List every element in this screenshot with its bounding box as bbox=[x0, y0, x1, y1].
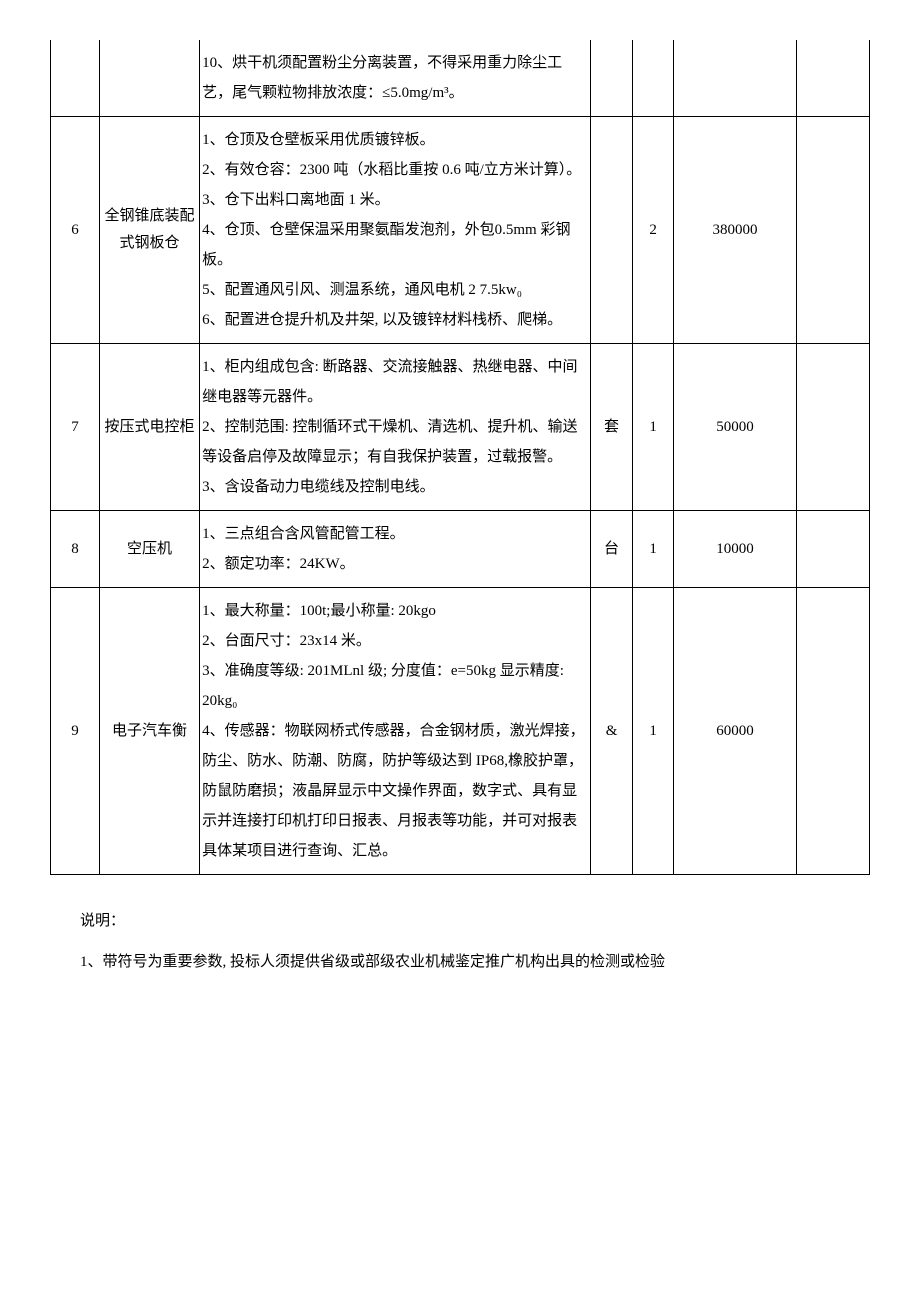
cell-name bbox=[99, 40, 199, 117]
cell-num: 7 bbox=[51, 344, 100, 511]
spec-line: 4、仓顶、仓壁保温采用聚氨酯发泡剂，外包0.5mm 彩钢板。 bbox=[202, 215, 588, 275]
spec-line: 2、控制范围: 控制循环式干燥机、清选机、提升机、输送等设备启停及故障显示；有自… bbox=[202, 412, 588, 472]
table-row: 7 按压式电控柜 1、柜内组成包含: 断路器、交流接触器、热继电器、中间继电器等… bbox=[51, 344, 870, 511]
cell-unit bbox=[591, 40, 633, 117]
spec-line: 1、三点组合含风管配管工程。 bbox=[202, 519, 588, 549]
cell-unit: & bbox=[591, 588, 633, 875]
cell-qty: 1 bbox=[632, 588, 674, 875]
spec-line: 2、有效仓容：2300 吨（水稻比重按 0.6 吨/立方米计算）。 bbox=[202, 155, 588, 185]
cell-spec: 1、仓顶及仓壁板采用优质镀锌板。 2、有效仓容：2300 吨（水稻比重按 0.6… bbox=[200, 117, 591, 344]
spec-line: 5、配置通风引风、测温系统，通风电机 2 7.5kw₀ bbox=[202, 275, 588, 305]
cell-num: 6 bbox=[51, 117, 100, 344]
spec-line: 1、仓顶及仓壁板采用优质镀锌板。 bbox=[202, 125, 588, 155]
cell-name: 空压机 bbox=[99, 511, 199, 588]
notes-heading: 说明： bbox=[80, 905, 870, 938]
spec-line: 6、配置进仓提升机及井架, 以及镀锌材料栈桥、爬梯。 bbox=[202, 305, 588, 335]
table-body: 10、烘干机须配置粉尘分离装置，不得采用重力除尘工艺，尾气颗粒物排放浓度：≤5.… bbox=[51, 40, 870, 875]
notes-section: 说明： 1、带符号为重要参数, 投标人须提供省级或部级农业机械鉴定推广机构出具的… bbox=[50, 905, 870, 979]
spec-line: 2、台面尺寸：23x14 米。 bbox=[202, 626, 588, 656]
cell-name: 按压式电控柜 bbox=[99, 344, 199, 511]
spec-line: 10、烘干机须配置粉尘分离装置，不得采用重力除尘工艺，尾气颗粒物排放浓度：≤5.… bbox=[202, 48, 588, 108]
cell-spec: 1、柜内组成包含: 断路器、交流接触器、热继电器、中间继电器等元器件。 2、控制… bbox=[200, 344, 591, 511]
cell-price: 60000 bbox=[674, 588, 796, 875]
cell-unit: 套 bbox=[591, 344, 633, 511]
cell-num: 9 bbox=[51, 588, 100, 875]
spec-table: 10、烘干机须配置粉尘分离装置，不得采用重力除尘工艺，尾气颗粒物排放浓度：≤5.… bbox=[50, 40, 870, 875]
spec-line: 2、额定功率：24KW。 bbox=[202, 549, 588, 579]
cell-price bbox=[674, 40, 796, 117]
notes-line: 1、带符号为重要参数, 投标人须提供省级或部级农业机械鉴定推广机构出具的检测或检… bbox=[80, 946, 870, 979]
cell-last bbox=[796, 40, 869, 117]
cell-qty: 2 bbox=[632, 117, 674, 344]
spec-line: 3、含设备动力电缆线及控制电线。 bbox=[202, 472, 588, 502]
cell-num bbox=[51, 40, 100, 117]
cell-spec: 1、三点组合含风管配管工程。 2、额定功率：24KW。 bbox=[200, 511, 591, 588]
table-row: 10、烘干机须配置粉尘分离装置，不得采用重力除尘工艺，尾气颗粒物排放浓度：≤5.… bbox=[51, 40, 870, 117]
cell-last bbox=[796, 588, 869, 875]
cell-spec: 10、烘干机须配置粉尘分离装置，不得采用重力除尘工艺，尾气颗粒物排放浓度：≤5.… bbox=[200, 40, 591, 117]
cell-spec: 1、最大称量：100t;最小称量: 20kgo 2、台面尺寸：23x14 米。 … bbox=[200, 588, 591, 875]
table-row: 6 全钢锥底装配式钢板仓 1、仓顶及仓壁板采用优质镀锌板。 2、有效仓容：230… bbox=[51, 117, 870, 344]
cell-last bbox=[796, 344, 869, 511]
cell-name: 全钢锥底装配式钢板仓 bbox=[99, 117, 199, 344]
cell-qty: 1 bbox=[632, 344, 674, 511]
spec-line: 3、仓下出料口离地面 1 米。 bbox=[202, 185, 588, 215]
cell-num: 8 bbox=[51, 511, 100, 588]
cell-unit bbox=[591, 117, 633, 344]
table-row: 8 空压机 1、三点组合含风管配管工程。 2、额定功率：24KW。 台 1 10… bbox=[51, 511, 870, 588]
spec-line: 1、最大称量：100t;最小称量: 20kgo bbox=[202, 596, 588, 626]
cell-last bbox=[796, 117, 869, 344]
table-row: 9 电子汽车衡 1、最大称量：100t;最小称量: 20kgo 2、台面尺寸：2… bbox=[51, 588, 870, 875]
cell-qty: 1 bbox=[632, 511, 674, 588]
cell-price: 10000 bbox=[674, 511, 796, 588]
cell-last bbox=[796, 511, 869, 588]
cell-price: 380000 bbox=[674, 117, 796, 344]
spec-line: 4、传感器：物联网桥式传感器，合金钢材质，激光焊接，防尘、防水、防潮、防腐，防护… bbox=[202, 716, 588, 866]
spec-line: 1、柜内组成包含: 断路器、交流接触器、热继电器、中间继电器等元器件。 bbox=[202, 352, 588, 412]
cell-qty bbox=[632, 40, 674, 117]
cell-price: 50000 bbox=[674, 344, 796, 511]
cell-name: 电子汽车衡 bbox=[99, 588, 199, 875]
spec-line: 3、准确度等级: 201MLnl 级; 分度值：e=50kg 显示精度: 20k… bbox=[202, 656, 588, 716]
cell-unit: 台 bbox=[591, 511, 633, 588]
